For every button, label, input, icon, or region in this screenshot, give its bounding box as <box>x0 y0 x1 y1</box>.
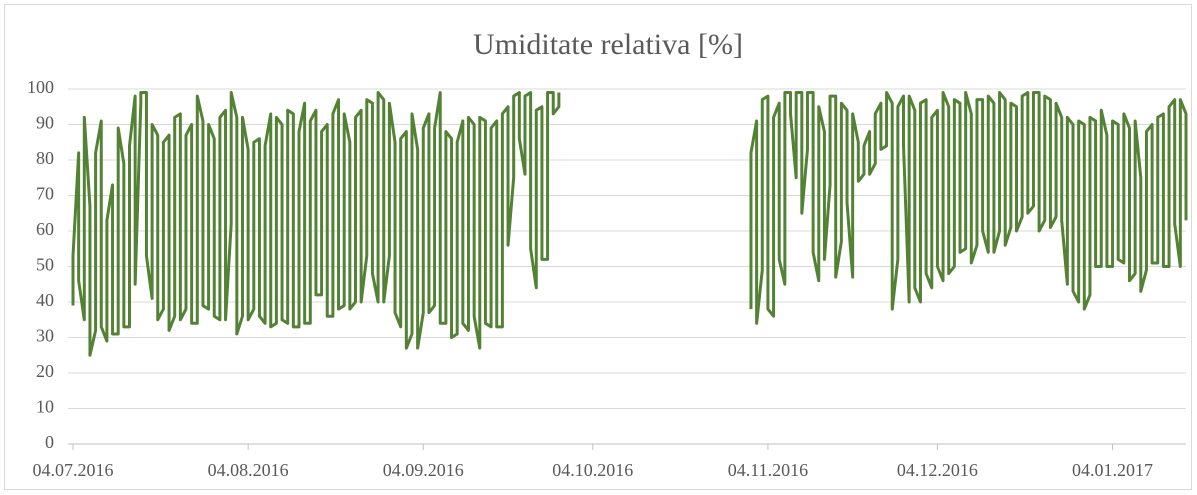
y-tick-label: 10 <box>36 397 54 417</box>
x-tick-label: 04.10.2016 <box>552 460 633 480</box>
y-tick-label: 60 <box>36 219 54 239</box>
x-tick-label: 04.08.2016 <box>208 460 289 480</box>
data-line <box>71 91 561 357</box>
chart-title: Umiditate relativa [%] <box>473 28 743 61</box>
y-tick-label: 100 <box>27 77 54 97</box>
x-tick-label: 04.01.2017 <box>1072 460 1153 480</box>
x-tick-label: 04.09.2016 <box>383 460 464 480</box>
y-tick-label: 80 <box>36 148 54 168</box>
y-tick-label: 50 <box>36 255 54 275</box>
x-tick-label: 04.12.2016 <box>897 460 978 480</box>
chart-border <box>4 4 1192 490</box>
x-tick-label: 04.11.2016 <box>728 460 808 480</box>
y-tick-label: 20 <box>36 361 54 381</box>
y-tick-label: 40 <box>36 290 54 310</box>
y-tick-label: 70 <box>36 184 54 204</box>
y-tick-label: 90 <box>36 113 54 133</box>
data-line <box>749 91 1188 325</box>
y-tick-label: 0 <box>45 432 54 452</box>
y-tick-label: 30 <box>36 326 54 346</box>
x-tick-label: 04.07.2016 <box>33 460 114 480</box>
